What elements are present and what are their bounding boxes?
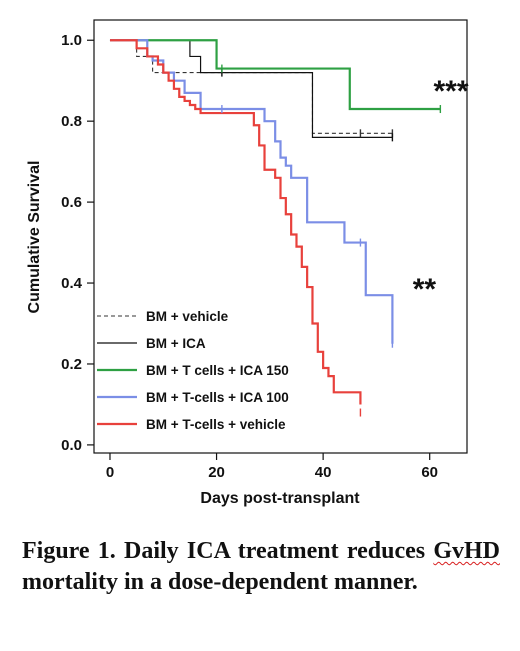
- y-axis-title: Cumulative Survival: [26, 161, 43, 314]
- y-axis-ticks: 0.0 0.2 0.4 0.6 0.8 1.0: [61, 32, 94, 454]
- censor-marks: [221, 64, 442, 417]
- x-tick-label: 20: [208, 464, 225, 481]
- legend-label: BM + ICA: [146, 336, 206, 351]
- y-tick-label: 1.0: [61, 32, 82, 49]
- caption-highlight: GvHD: [433, 538, 500, 564]
- x-axis-title: Days post-transplant: [200, 490, 360, 507]
- x-axis-ticks: 0 20 40 60: [106, 453, 438, 481]
- series-line-3: [109, 39, 441, 111]
- caption-suffix: mortality in a dose-dependent manner.: [22, 569, 418, 595]
- series-line-4: [109, 39, 394, 344]
- series-line-2: [109, 39, 393, 138]
- survival-chart: 0.00.20.40.60.81.0 0 20 40 60 BM + vehicleB…: [26, 19, 469, 507]
- y-tick-label: 0.8: [61, 113, 82, 130]
- plot-frame: [93, 19, 468, 454]
- figure-caption: Figure 1. Daily ICA treatment reduces Gv…: [22, 536, 500, 598]
- annotations: *****: [413, 75, 469, 306]
- x-tick-label: 0: [106, 464, 114, 481]
- y-tick-label: 0.6: [61, 194, 82, 211]
- legend: BM + vehicle BM + ICA BM + T cells + ICA 1…: [97, 309, 289, 432]
- y-tick-label: 0.4: [61, 275, 83, 292]
- caption-prefix: Figure 1. Daily ICA treatment reduces: [22, 538, 434, 564]
- x-tick-label: 60: [421, 464, 438, 481]
- legend-label: BM + T-cells + vehicle: [146, 417, 286, 432]
- y-tick-label: 0.2: [61, 356, 82, 373]
- x-tick-label: 40: [315, 464, 332, 481]
- legend-label: BM + vehicle: [146, 309, 229, 324]
- legend-label: BM + T-cells + ICA 100: [146, 390, 289, 405]
- legend-label: BM + T cells + ICA 150: [146, 363, 289, 378]
- significance-label: ***: [433, 75, 468, 108]
- y-tick-label: 0.0: [61, 437, 82, 454]
- series-line-5: [109, 39, 362, 405]
- significance-label: **: [413, 273, 437, 306]
- series-layer: [109, 39, 441, 405]
